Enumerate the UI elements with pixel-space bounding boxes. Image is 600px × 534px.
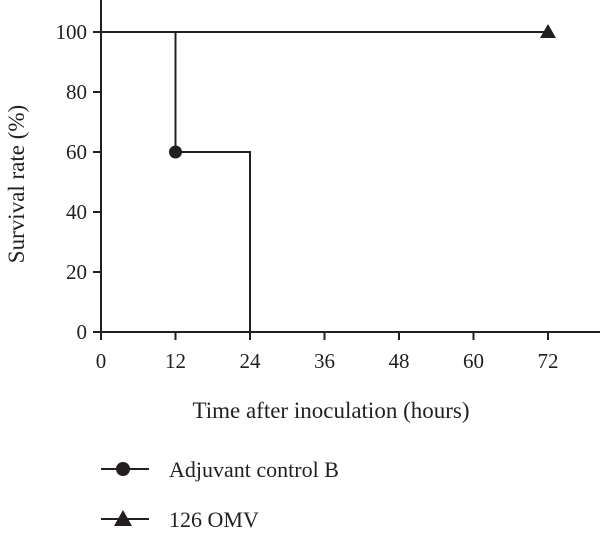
- legend-item-adjuvant-control-b: Adjuvant control B: [101, 457, 339, 482]
- x-tick-label-60: 60: [463, 349, 484, 373]
- x-axis-label: Time after inoculation (hours): [192, 398, 469, 423]
- legend-marker-triangle: [114, 510, 132, 526]
- axes: [100, 0, 600, 333]
- y-tick-label-40: 40: [66, 200, 87, 224]
- legend: Adjuvant control B 126 OMV: [101, 457, 339, 532]
- x-tick-label-0: 0: [96, 349, 107, 373]
- x-tick-label-36: 36: [314, 349, 335, 373]
- y-tick-label-20: 20: [66, 260, 87, 284]
- y-tick-label-0: 0: [77, 320, 88, 344]
- legend-item-126-omv: 126 OMV: [101, 507, 259, 532]
- data-point-adjuvant-control-b-12: [169, 145, 182, 159]
- x-ticks: 0 12 24 36 48 60 72: [96, 332, 559, 373]
- y-axis-label: Survival rate (%): [4, 105, 29, 263]
- y-ticks: 0 20 40 60 80 100: [56, 20, 101, 344]
- series-line-adjuvant-control-b: [101, 31, 251, 332]
- y-tick-label-100: 100: [56, 20, 88, 44]
- series-layer: [101, 24, 556, 332]
- x-tick-label-12: 12: [165, 349, 186, 373]
- legend-label-126-omv: 126 OMV: [169, 507, 259, 532]
- legend-marker-circle: [116, 462, 130, 476]
- y-tick-label-60: 60: [66, 140, 87, 164]
- x-tick-label-48: 48: [389, 349, 410, 373]
- legend-label-adjuvant-control-b: Adjuvant control B: [169, 457, 339, 482]
- y-tick-label-80: 80: [66, 80, 87, 104]
- x-tick-label-72: 72: [538, 349, 559, 373]
- data-point-126-omv-72: [540, 24, 556, 38]
- x-tick-label-24: 24: [240, 349, 262, 373]
